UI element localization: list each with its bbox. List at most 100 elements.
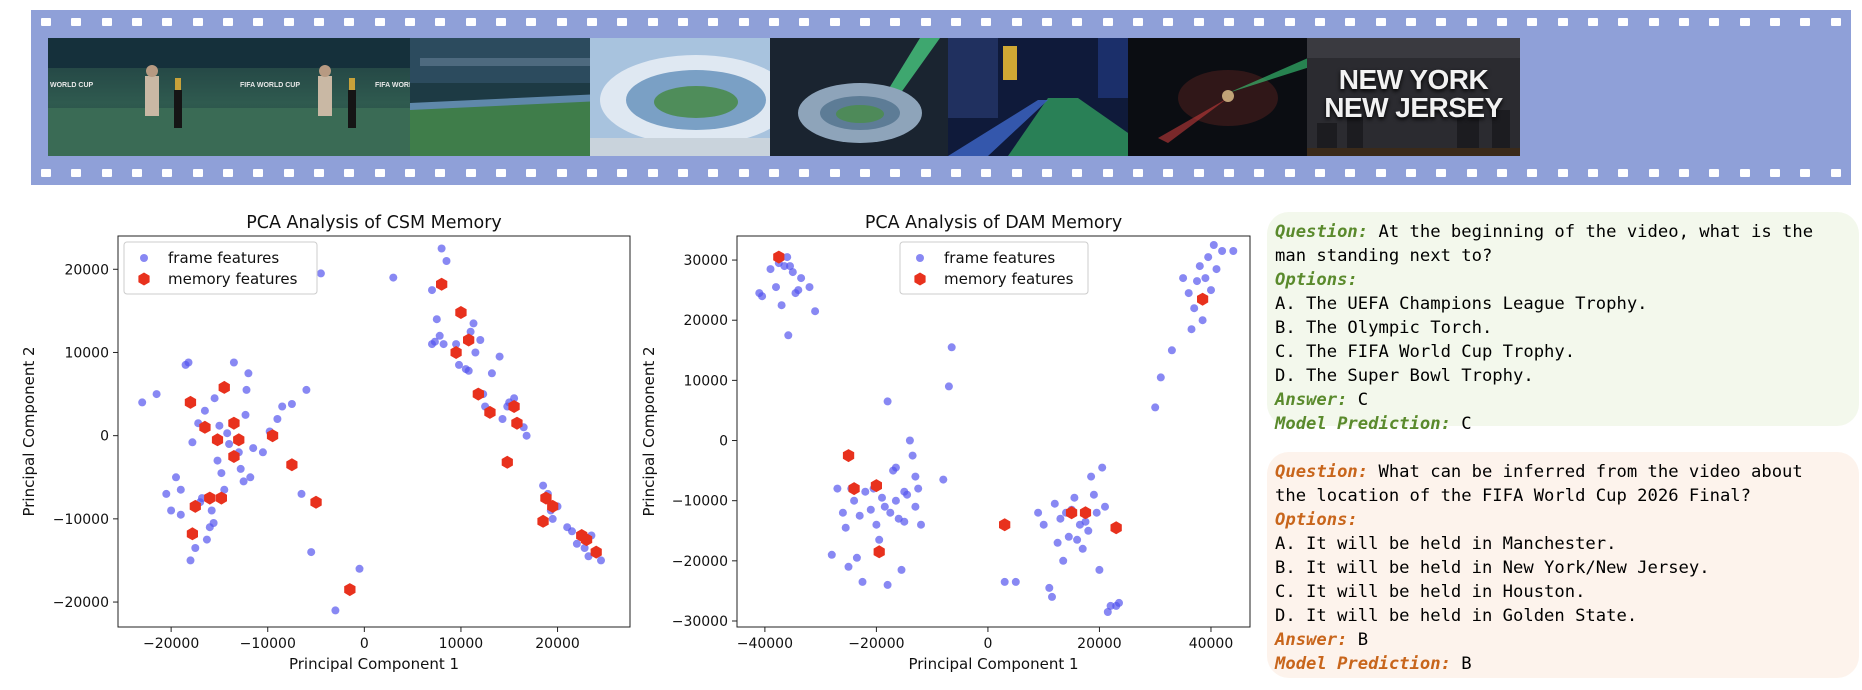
legend-memory-label: memory features xyxy=(944,270,1074,288)
frame-2-caption-left: FIFA WORLD CUP xyxy=(240,82,301,89)
qa-2-prediction-value: B xyxy=(1450,654,1472,674)
sprocket-hole xyxy=(283,169,294,177)
x-tick-label: −20000 xyxy=(143,636,199,652)
memory-feature-point xyxy=(1197,292,1209,306)
sprocket-hole xyxy=(829,18,840,26)
sprocket-hole xyxy=(1405,169,1416,177)
chart-title: PCA Analysis of CSM Memory xyxy=(246,213,502,233)
y-tick-label: −10000 xyxy=(53,512,109,528)
frame-feature-point xyxy=(914,484,923,493)
sprocket-hole xyxy=(951,18,961,26)
frame-feature-point xyxy=(944,382,953,391)
sprocket-hole xyxy=(920,169,931,177)
sprocket-hole xyxy=(1527,169,1538,177)
frame-feature-point xyxy=(838,508,847,517)
frame-feature-point xyxy=(548,514,557,523)
legend-frame-marker xyxy=(916,254,924,262)
sprocket-hole xyxy=(1314,18,1325,26)
frame-feature-point xyxy=(1115,598,1123,607)
sprocket-hole xyxy=(1648,18,1659,26)
frame-feature-point xyxy=(215,421,224,430)
frame-feature-point xyxy=(811,307,820,316)
frame-feature-point xyxy=(788,268,797,277)
frame-feature-point xyxy=(186,556,195,565)
frame-feature-point xyxy=(287,400,296,408)
memory-feature-point xyxy=(511,416,523,430)
memory-feature-point xyxy=(211,433,224,447)
frame-feature-point xyxy=(172,473,180,482)
frame-feature-point xyxy=(1034,508,1043,517)
memory-feature-point xyxy=(773,250,785,264)
qa-2-answer-value: B xyxy=(1347,630,1369,650)
frame-feature-point xyxy=(786,262,794,271)
y-tick-label: 0 xyxy=(100,429,109,445)
sprocket-hole xyxy=(223,169,234,177)
frame-feature-point xyxy=(1204,253,1213,262)
sprocket-hole xyxy=(1709,18,1720,26)
memory-feature-point xyxy=(436,277,448,291)
sprocket-hole xyxy=(860,18,871,26)
sprocket-hole xyxy=(1800,18,1811,26)
sprocket-hole xyxy=(1466,169,1477,177)
frame-feature-point xyxy=(184,358,193,367)
sprocket-hole xyxy=(587,18,598,26)
y-tick-label: −10000 xyxy=(672,494,728,510)
dam-pca-chart: PCA Analysis of DAM Memory −40000 −20000 0 2… xyxy=(640,213,1251,673)
chart-title: PCA Analysis of DAM Memory xyxy=(865,213,1122,233)
memory-feature-point xyxy=(472,387,484,401)
qa-2-question-cont: the location of the FIFA World Cup 2026 … xyxy=(1275,486,1751,506)
frame-feature-point xyxy=(1195,262,1204,271)
memory-feature-point xyxy=(1110,521,1122,535)
frame-feature-point xyxy=(883,397,892,406)
sprocket-hole xyxy=(283,18,294,26)
sprocket-hole xyxy=(1375,169,1386,177)
sprocket-hole xyxy=(617,169,628,177)
sprocket-hole xyxy=(1163,169,1174,177)
frame-feature-point xyxy=(572,539,581,548)
memory-feature-point xyxy=(501,455,513,469)
memory-feature-point xyxy=(215,491,227,505)
sprocket-hole xyxy=(1345,18,1356,26)
frame-feature-point xyxy=(464,366,473,375)
sprocket-hole xyxy=(738,18,749,26)
frame-feature-point xyxy=(917,520,925,529)
memory-feature-point xyxy=(455,306,467,319)
frame-feature-point xyxy=(911,472,920,481)
frame-feature-point xyxy=(1103,608,1112,616)
video-frame-6 xyxy=(948,38,1161,156)
frame-feature-point xyxy=(316,269,325,278)
frame-feature-point xyxy=(1190,304,1199,313)
frame-feature-point xyxy=(1084,526,1093,535)
sprocket-hole xyxy=(1618,169,1629,177)
frame-feature-point xyxy=(198,494,206,503)
frame-feature-point xyxy=(1098,463,1107,472)
qa-2-options-label: Options: xyxy=(1275,510,1358,530)
frame-feature-point xyxy=(1078,544,1087,553)
memory-feature-point xyxy=(1079,506,1092,520)
frame-feature-point xyxy=(225,440,234,448)
frame-feature-point xyxy=(1000,577,1009,586)
sprocket-holes-top xyxy=(31,18,1851,28)
memory-feature-point xyxy=(228,416,240,430)
frame-feature-point xyxy=(897,565,906,574)
sprocket-hole xyxy=(1223,18,1234,26)
sprocket-hole xyxy=(253,18,264,26)
memory-feature-point xyxy=(842,449,855,463)
frame-features-series xyxy=(755,241,1238,616)
sprocket-hole xyxy=(162,18,173,26)
legend-box xyxy=(899,241,1089,295)
sprocket-hole xyxy=(1830,18,1841,26)
frame-feature-point xyxy=(217,469,226,478)
frame-feature-point xyxy=(236,464,245,473)
qa-1-question: Question: At the beginning of the video,… xyxy=(1275,220,1851,244)
frame-feature-point xyxy=(844,562,853,571)
frame-feature-point xyxy=(911,502,920,511)
frame-feature-point xyxy=(1045,583,1054,592)
frame-feature-point xyxy=(200,406,209,415)
sprocket-hole xyxy=(1345,169,1356,177)
sprocket-hole xyxy=(1648,169,1659,177)
y-tick-label: 20000 xyxy=(683,313,728,329)
frame-feature-point xyxy=(355,564,364,573)
qa-2-question: Question: What can be inferred from the … xyxy=(1275,460,1851,484)
qa-2-option-b: B. It will be held in New York/New Jerse… xyxy=(1275,558,1710,578)
